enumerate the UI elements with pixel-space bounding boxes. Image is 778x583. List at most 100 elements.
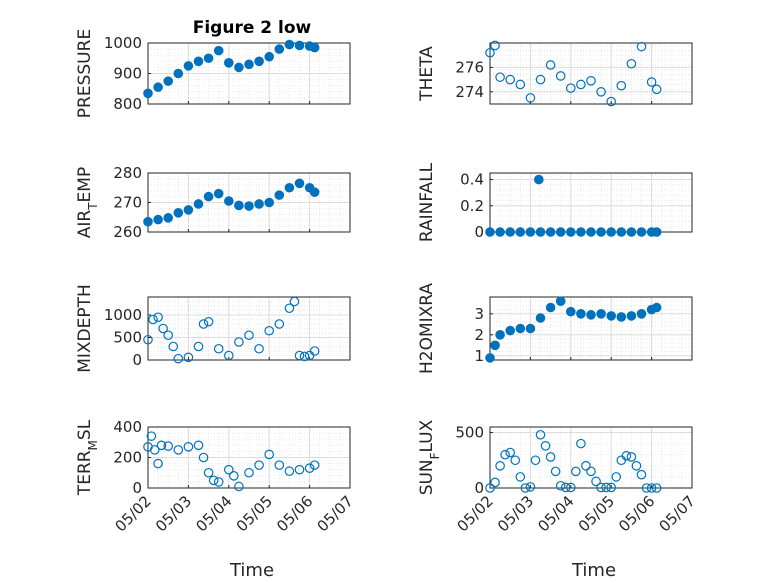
data-point (203, 191, 214, 202)
x-tick-label: 05/03 (494, 492, 537, 535)
x-tick-label: 05/06 (615, 492, 658, 535)
x-tick-label: 05/04 (534, 492, 577, 535)
data-point (254, 56, 264, 67)
data-point (576, 308, 586, 319)
axes-box (489, 296, 693, 361)
data-point (636, 469, 647, 480)
data-point (213, 45, 224, 56)
data-point (535, 429, 546, 440)
y-tick-label: 1000 (104, 34, 142, 52)
data-point (576, 438, 586, 449)
data-point (505, 74, 515, 85)
data-point (163, 213, 173, 223)
data-point (264, 325, 274, 336)
axes-box (147, 426, 351, 489)
data-point (495, 461, 505, 471)
data-point (520, 483, 531, 493)
y-tick-label: 800 (113, 95, 142, 113)
data-point (229, 470, 239, 481)
data-point (641, 483, 652, 493)
data-point (611, 472, 622, 482)
data-point (606, 96, 616, 107)
data-point (284, 466, 295, 477)
x-tick-label: 05/05 (575, 492, 618, 535)
data-point (213, 477, 224, 487)
data-point (224, 350, 234, 361)
data-point (505, 447, 515, 458)
subplot-air: 260 270 280 AIRTEMP (75, 164, 351, 241)
data-point (294, 464, 305, 475)
data-point (596, 87, 606, 97)
x-tick-label: 05/06 (273, 492, 316, 535)
data-point (168, 341, 179, 352)
subplot-terr: 0 200 400 TERRMSL 05/0205/0305/0405/0505/060… (75, 418, 357, 535)
data-point (284, 182, 295, 193)
data-point (193, 440, 204, 451)
data-point (274, 44, 285, 54)
data-point (535, 227, 546, 237)
data-point (626, 58, 637, 69)
data-point (153, 214, 163, 225)
data-point (540, 441, 551, 451)
y-tick-label: 0.2 (460, 197, 484, 215)
y-tick-label: 0 (474, 479, 484, 497)
y-tick-label: 0 (474, 223, 484, 241)
x-tick-label: 05/04 (192, 492, 235, 535)
y-axis-label-subscript: F (428, 452, 442, 459)
y-axis-label: MIXDEPTH (75, 284, 95, 373)
data-point (565, 83, 576, 93)
y-axis-label: AIRTEMP (75, 167, 100, 238)
y-tick-label: 1 (474, 347, 484, 365)
data-point (299, 351, 310, 362)
y-axis-label: THETA (417, 46, 437, 102)
data-point (193, 56, 204, 67)
data-point (515, 323, 526, 334)
data-point (203, 316, 214, 327)
y-axis-label-suffix: LUX (417, 419, 437, 452)
data-point (581, 461, 591, 471)
data-point (646, 77, 657, 87)
data-point (485, 483, 495, 493)
data-point (621, 451, 632, 461)
subplot-sun: 0 500 SUNFLUX 05/0205/0305/0405/0505/0605/0… (417, 419, 699, 535)
data-point (505, 227, 515, 237)
data-point (173, 68, 184, 79)
data-point (183, 61, 194, 71)
data-point (274, 460, 285, 470)
data-point (213, 188, 224, 199)
x-axis-label-left: Time (229, 560, 274, 581)
subplot-pressure: 800 900 1000 PRESSURE (75, 29, 351, 118)
data-point (626, 452, 637, 462)
data-point (510, 455, 521, 466)
data-point (550, 466, 561, 477)
y-tick-label: 260 (113, 223, 142, 241)
data-point (183, 205, 194, 215)
y-axis-label-suffix: SL (75, 419, 95, 440)
data-point (500, 449, 510, 460)
axes-box (489, 426, 693, 489)
data-point (254, 343, 264, 354)
y-axis-label: SUNFLUX (417, 419, 442, 495)
y-axis-label: RAINFALL (417, 162, 437, 242)
data-point (495, 329, 505, 340)
axes-box (489, 172, 693, 233)
data-point (156, 440, 167, 451)
data-point (234, 200, 244, 211)
data-point (535, 313, 546, 323)
data-point (631, 461, 642, 471)
data-point (224, 58, 234, 68)
data-point (525, 93, 536, 103)
data-point (651, 227, 662, 237)
data-point (651, 302, 662, 313)
data-point (586, 310, 596, 320)
y-tick-label: 276 (455, 58, 484, 76)
x-tick-label: 05/07 (656, 492, 699, 535)
data-point (545, 227, 556, 237)
data-point (309, 187, 320, 197)
x-axis-label-right: Time (571, 560, 616, 581)
data-point (505, 325, 515, 336)
data-point (485, 47, 495, 58)
data-point (309, 346, 320, 356)
data-point (149, 445, 160, 455)
data-point (596, 482, 606, 493)
